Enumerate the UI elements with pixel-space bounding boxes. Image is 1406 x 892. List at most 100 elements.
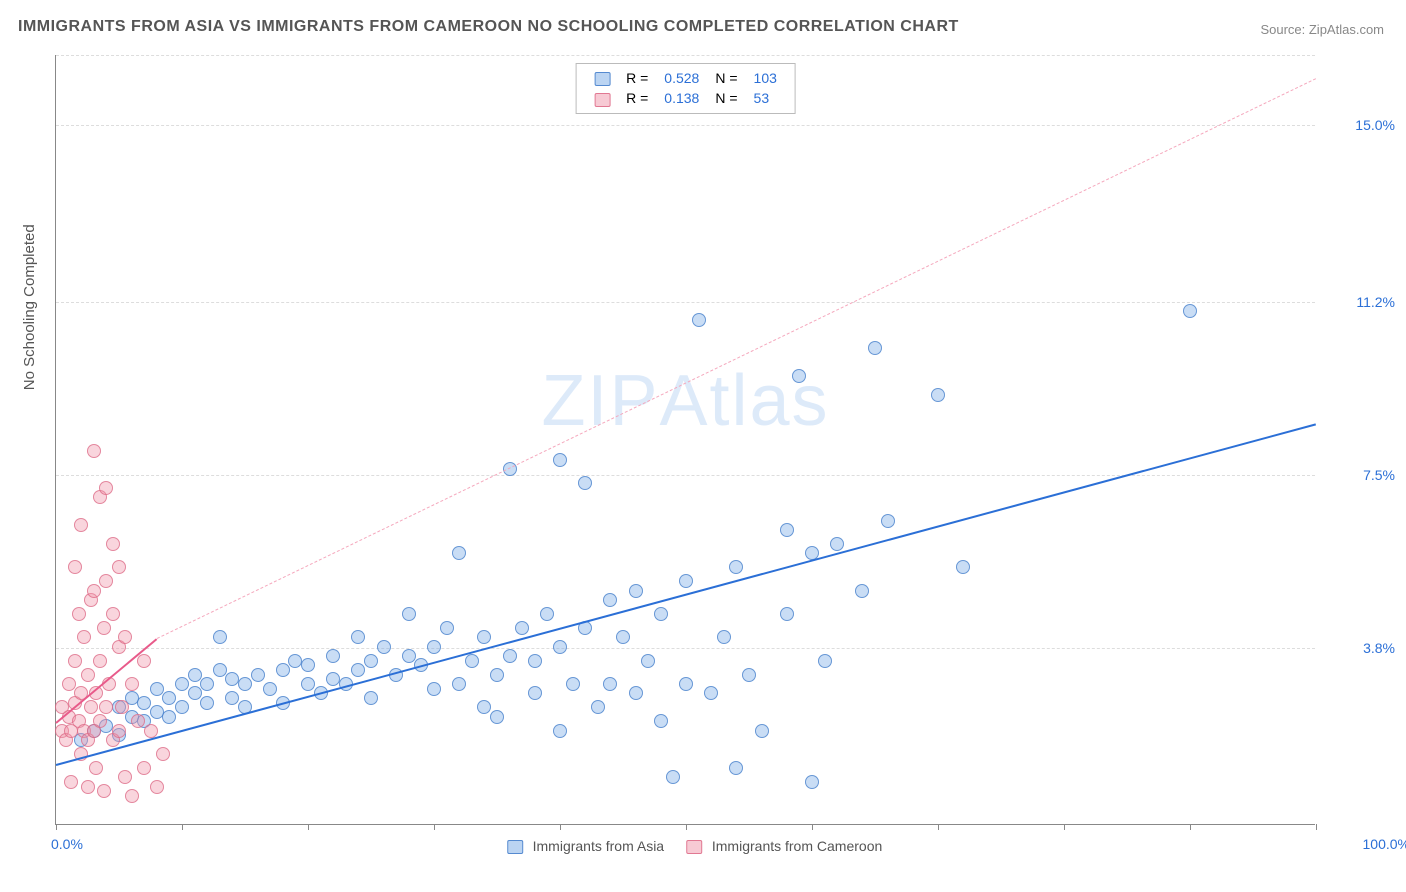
data-point [137, 761, 151, 775]
data-point [131, 714, 145, 728]
legend-label-cameroon: Immigrants from Cameroon [712, 838, 882, 854]
y-tick-label: 3.8% [1325, 640, 1395, 656]
data-point [729, 560, 743, 574]
x-tick [1316, 824, 1317, 830]
watermark: ZIPAtlas [541, 360, 829, 442]
data-point [188, 668, 202, 682]
swatch-blue [594, 72, 610, 86]
data-point [364, 654, 378, 668]
data-point [188, 686, 202, 700]
data-point [818, 654, 832, 668]
data-point [515, 621, 529, 635]
data-point [729, 761, 743, 775]
data-point [868, 341, 882, 355]
data-point [540, 607, 554, 621]
data-point [931, 388, 945, 402]
data-point [301, 658, 315, 672]
data-point [162, 710, 176, 724]
data-point [112, 560, 126, 574]
x-tick [686, 824, 687, 830]
data-point [97, 621, 111, 635]
data-point [679, 574, 693, 588]
data-point [427, 682, 441, 696]
swatch-pink [594, 93, 610, 107]
legend-label-asia: Immigrants from Asia [533, 838, 664, 854]
data-point [68, 560, 82, 574]
data-point [780, 523, 794, 537]
data-point [956, 560, 970, 574]
data-point [93, 714, 107, 728]
data-point [452, 546, 466, 560]
data-point [74, 518, 88, 532]
data-point [503, 649, 517, 663]
x-tick [434, 824, 435, 830]
data-point [792, 369, 806, 383]
data-point [805, 775, 819, 789]
data-point [666, 770, 680, 784]
data-point [144, 724, 158, 738]
data-point [364, 691, 378, 705]
data-point [137, 654, 151, 668]
x-tick [56, 824, 57, 830]
data-point [528, 654, 542, 668]
data-point [704, 686, 718, 700]
data-point [68, 654, 82, 668]
data-point [377, 640, 391, 654]
data-point [276, 663, 290, 677]
data-point [465, 654, 479, 668]
data-point [156, 747, 170, 761]
data-point [1183, 304, 1197, 318]
gridline [56, 648, 1315, 649]
data-point [427, 640, 441, 654]
data-point [213, 630, 227, 644]
data-point [490, 710, 504, 724]
data-point [477, 700, 491, 714]
data-point [603, 593, 617, 607]
data-point [125, 677, 139, 691]
data-point [200, 677, 214, 691]
legend-row-asia: R =0.528 N =103 [586, 68, 785, 88]
data-point [780, 607, 794, 621]
data-point [225, 691, 239, 705]
data-point [213, 663, 227, 677]
data-point [97, 784, 111, 798]
data-point [99, 481, 113, 495]
y-tick-label: 15.0% [1325, 117, 1395, 133]
x-tick [182, 824, 183, 830]
data-point [64, 775, 78, 789]
x-tick [560, 824, 561, 830]
gridline [56, 302, 1315, 303]
swatch-pink-icon [686, 840, 702, 854]
data-point [553, 640, 567, 654]
x-tick [938, 824, 939, 830]
legend-stats: R =0.528 N =103 R =0.138 N =53 [575, 63, 796, 114]
gridline [56, 125, 1315, 126]
x-tick [308, 824, 309, 830]
data-point [200, 696, 214, 710]
data-point [99, 700, 113, 714]
data-point [855, 584, 869, 598]
y-tick-label: 11.2% [1325, 294, 1395, 310]
x-tick [1190, 824, 1191, 830]
data-point [62, 677, 76, 691]
data-point [118, 770, 132, 784]
data-point [629, 584, 643, 598]
legend-row-cameroon: R =0.138 N =53 [586, 88, 785, 108]
legend-series: Immigrants from Asia Immigrants from Cam… [489, 838, 883, 854]
data-point [553, 453, 567, 467]
data-point [77, 630, 91, 644]
data-point [81, 668, 95, 682]
data-point [654, 714, 668, 728]
data-point [578, 476, 592, 490]
data-point [717, 630, 731, 644]
x-max-label: 100.0% [1363, 836, 1406, 852]
data-point [99, 574, 113, 588]
chart-title: IMMIGRANTS FROM ASIA VS IMMIGRANTS FROM … [18, 18, 959, 36]
data-point [137, 696, 151, 710]
y-tick-label: 7.5% [1325, 467, 1395, 483]
data-point [742, 668, 756, 682]
data-point [440, 621, 454, 635]
data-point [490, 668, 504, 682]
data-point [150, 682, 164, 696]
y-axis-title: No Schooling Completed [21, 224, 38, 390]
